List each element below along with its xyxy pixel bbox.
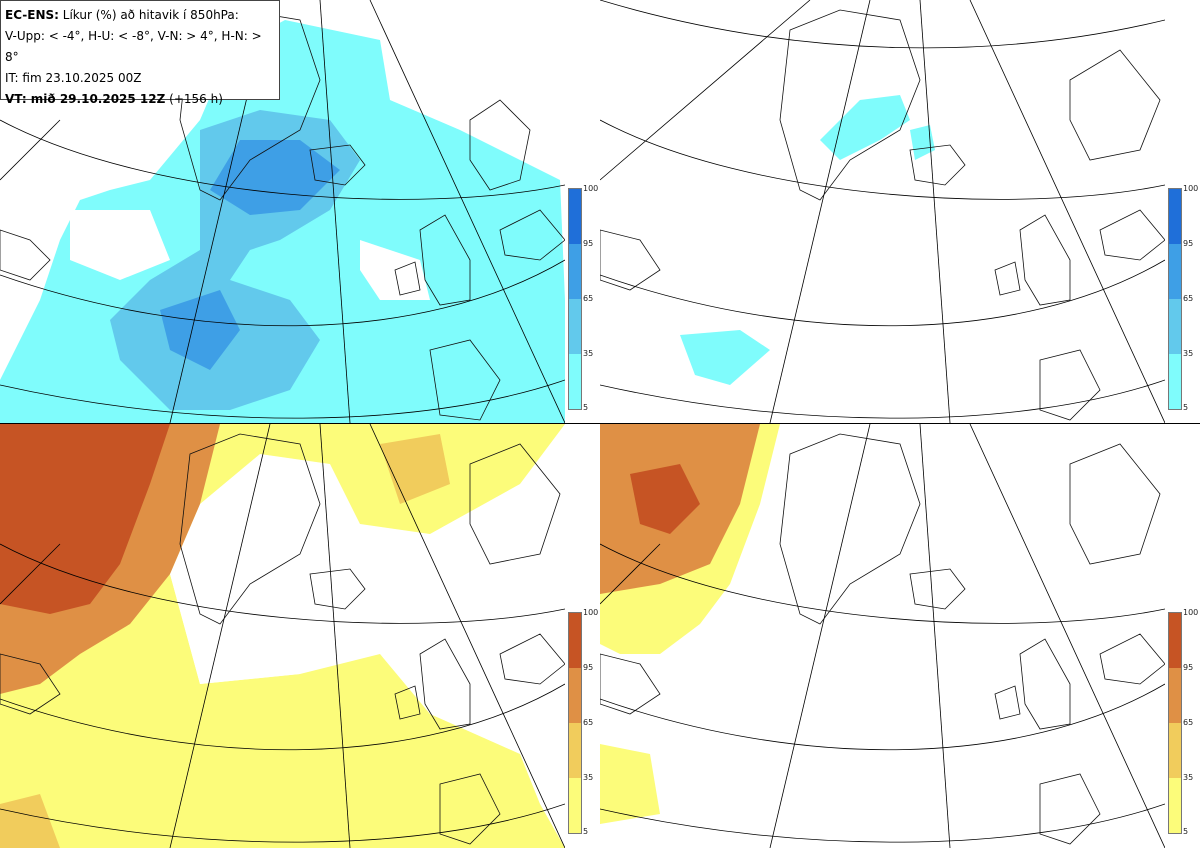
tick-ur-65: 65 bbox=[1183, 294, 1194, 303]
tick-lr-65: 65 bbox=[1183, 718, 1194, 727]
panel-divider bbox=[0, 423, 1200, 424]
tick-ur-35: 35 bbox=[1183, 349, 1194, 358]
init-time: IT: fim 23.10.2025 00Z bbox=[5, 71, 142, 85]
tick-ul-65: 65 bbox=[583, 294, 594, 303]
tick-ul-100: 100 bbox=[583, 184, 599, 193]
tick-ur-95: 95 bbox=[1183, 239, 1194, 248]
tick-ul-95: 95 bbox=[583, 239, 594, 248]
tick-ul-35: 35 bbox=[583, 349, 594, 358]
map-lower-left bbox=[0, 424, 565, 848]
tick-ll-35: 35 bbox=[583, 773, 594, 782]
model-name: EC-ENS: bbox=[5, 8, 59, 22]
panel-upper-left: EC-ENS: Líkur (%) að hitavik í 850hPa: V… bbox=[0, 0, 565, 423]
colorbar-upper-right bbox=[1168, 188, 1182, 410]
tick-lr-5: 5 bbox=[1183, 827, 1189, 836]
colorbar-lower-right bbox=[1168, 612, 1182, 834]
tick-ur-100: 100 bbox=[1183, 184, 1199, 193]
panel-lower-right bbox=[600, 424, 1165, 848]
title-box: EC-ENS: Líkur (%) að hitavik í 850hPa: V… bbox=[0, 0, 280, 106]
map-upper-right bbox=[600, 0, 1165, 423]
map-lower-right bbox=[600, 424, 1165, 848]
tick-ur-5: 5 bbox=[1183, 403, 1189, 412]
tick-ll-95: 95 bbox=[583, 663, 594, 672]
tick-ll-5: 5 bbox=[583, 827, 589, 836]
map-upper-left bbox=[0, 0, 565, 423]
panel-lower-left bbox=[0, 424, 565, 848]
colorbar-lower-left bbox=[568, 612, 582, 834]
lead-time: (+156 h) bbox=[169, 92, 223, 106]
panel-upper-right bbox=[600, 0, 1165, 423]
tick-lr-95: 95 bbox=[1183, 663, 1194, 672]
title-text: Líkur (%) að hitavik í 850hPa: bbox=[62, 8, 239, 22]
legend-text: V-Upp: < -4°, H-U: < -8°, V-N: > 4°, H-N… bbox=[5, 29, 262, 64]
tick-ll-65: 65 bbox=[583, 718, 594, 727]
tick-lr-100: 100 bbox=[1183, 608, 1199, 617]
valid-time: VT: mið 29.10.2025 12Z bbox=[5, 92, 166, 106]
tick-ll-100: 100 bbox=[583, 608, 599, 617]
tick-ul-5: 5 bbox=[583, 403, 589, 412]
colorbar-upper-left bbox=[568, 188, 582, 410]
tick-lr-35: 35 bbox=[1183, 773, 1194, 782]
